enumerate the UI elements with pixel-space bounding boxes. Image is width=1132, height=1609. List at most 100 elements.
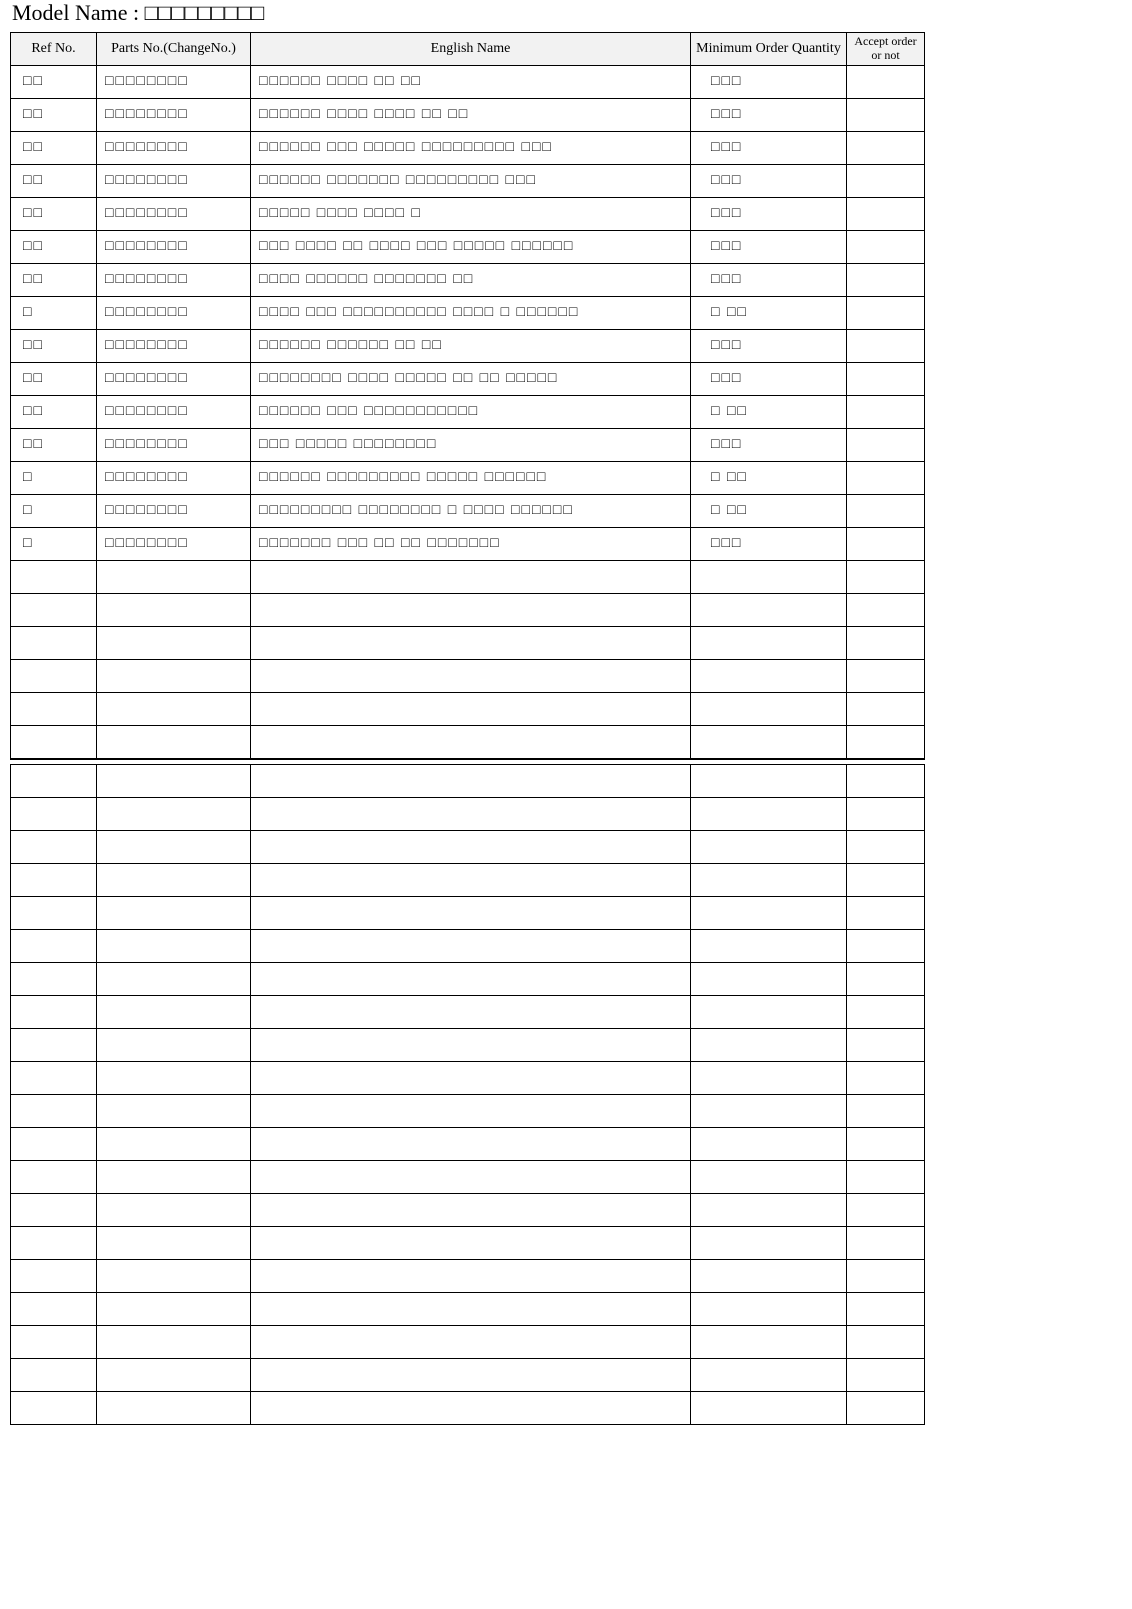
table-row xyxy=(11,1293,925,1326)
cell-ref xyxy=(11,660,97,693)
cell-qty xyxy=(691,1128,847,1161)
cell-ref xyxy=(11,1194,97,1227)
cell-ref: □□ xyxy=(11,429,97,462)
cell-name: □□□□□ □□□□ □□□□ □ xyxy=(251,198,691,231)
cell-name xyxy=(251,561,691,594)
cell-qty: □□□ xyxy=(691,198,847,231)
cell-accept xyxy=(847,99,925,132)
table-row xyxy=(11,1062,925,1095)
table-row xyxy=(11,798,925,831)
table-row: □□□□□□□□□□□□□□□□ □□□ □□□□□ □□□□□□□□□ □□□… xyxy=(11,132,925,165)
cell-qty xyxy=(691,864,847,897)
cell-parts xyxy=(97,1062,251,1095)
cell-name xyxy=(251,1095,691,1128)
cell-qty xyxy=(691,1293,847,1326)
cell-parts: □□□□□□□□ xyxy=(97,528,251,561)
table-row xyxy=(11,1326,925,1359)
cell-ref xyxy=(11,726,97,759)
cell-name: □□□□□□ □□□□□□□ □□□□□□□□□ □□□ xyxy=(251,165,691,198)
table-row: □□□□□□□□□□□□□□□□ □□□□ □□ □□□□□ xyxy=(11,66,925,99)
cell-name: □□□□ □□□□□□ □□□□□□□ □□ xyxy=(251,264,691,297)
cell-accept xyxy=(847,1062,925,1095)
cell-qty: □ □□ xyxy=(691,462,847,495)
cell-accept xyxy=(847,396,925,429)
table-row: □□□□□□□□□□□□□□□□ □□□ □□ □□ □□□□□□□□□□ xyxy=(11,528,925,561)
cell-accept xyxy=(847,1095,925,1128)
cell-accept xyxy=(847,198,925,231)
cell-ref xyxy=(11,897,97,930)
cell-accept xyxy=(847,693,925,726)
cell-accept xyxy=(847,1194,925,1227)
cell-name xyxy=(251,798,691,831)
cell-accept xyxy=(847,363,925,396)
table-row: □□□□□□□□□□□□□ □□□□□ □□□□□□□□□□□ xyxy=(11,429,925,462)
cell-qty xyxy=(691,561,847,594)
table-row xyxy=(11,1227,925,1260)
cell-accept xyxy=(847,528,925,561)
cell-accept xyxy=(847,1128,925,1161)
cell-accept xyxy=(847,132,925,165)
cell-qty xyxy=(691,1095,847,1128)
cell-name xyxy=(251,660,691,693)
cell-ref: □ xyxy=(11,462,97,495)
cell-accept xyxy=(847,798,925,831)
cell-parts xyxy=(97,561,251,594)
cell-qty: □□□ xyxy=(691,132,847,165)
cell-ref: □□ xyxy=(11,330,97,363)
cell-qty: □□□ xyxy=(691,99,847,132)
table-row xyxy=(11,594,925,627)
cell-parts: □□□□□□□□ xyxy=(97,132,251,165)
cell-accept xyxy=(847,831,925,864)
cell-parts xyxy=(97,1029,251,1062)
cell-ref xyxy=(11,765,97,798)
table-row xyxy=(11,930,925,963)
cell-accept xyxy=(847,897,925,930)
cell-ref xyxy=(11,831,97,864)
table-row xyxy=(11,561,925,594)
cell-qty xyxy=(691,765,847,798)
cell-parts: □□□□□□□□ xyxy=(97,462,251,495)
cell-parts: □□□□□□□□ xyxy=(97,396,251,429)
table-row: □□□□□□□□□□□□□□□□ □□□ □□□□□□□□□□□□ □□ xyxy=(11,396,925,429)
table-row: □□□□□□□□□□□□□□□□□□ □□□□ □□□□□ □□ □□ □□□□… xyxy=(11,363,925,396)
cell-ref: □ xyxy=(11,528,97,561)
table-row xyxy=(11,897,925,930)
table-row: □□□□□□□□□□□□□□□□□□ □□□□□□□□ □ □□□□ □□□□□… xyxy=(11,495,925,528)
cell-qty xyxy=(691,1062,847,1095)
table-body-block1: □□□□□□□□□□□□□□□□ □□□□ □□ □□□□□□□□□□□□□□□… xyxy=(11,66,925,759)
header-parts: Parts No.(ChangeNo.) xyxy=(97,33,251,66)
cell-accept xyxy=(847,1029,925,1062)
cell-parts xyxy=(97,1095,251,1128)
cell-accept xyxy=(847,561,925,594)
cell-ref xyxy=(11,1095,97,1128)
cell-accept xyxy=(847,264,925,297)
cell-ref xyxy=(11,798,97,831)
cell-accept xyxy=(847,495,925,528)
cell-name: □□□□□□ □□□ □□□□□ □□□□□□□□□ □□□ xyxy=(251,132,691,165)
table-row xyxy=(11,765,925,798)
page-title: Model Name : □□□□□□□□□ xyxy=(10,0,1122,32)
cell-name xyxy=(251,1128,691,1161)
cell-ref xyxy=(11,1029,97,1062)
cell-accept xyxy=(847,765,925,798)
cell-ref xyxy=(11,594,97,627)
cell-parts xyxy=(97,594,251,627)
cell-ref: □□ xyxy=(11,264,97,297)
cell-qty: □□□ xyxy=(691,330,847,363)
cell-parts: □□□□□□□□ xyxy=(97,231,251,264)
table-row xyxy=(11,864,925,897)
table-row: □□□□□□□□□□□□□□□□ □□□□□□□ □□□□□□□□□ □□□□□… xyxy=(11,165,925,198)
header-accept: Accept order or not xyxy=(847,33,925,66)
cell-name xyxy=(251,831,691,864)
table-row: □□□□□□□□□□□□□□□ □□□□□□□□□ □□□□□ □□□□□□□ … xyxy=(11,462,925,495)
cell-qty xyxy=(691,726,847,759)
cell-accept xyxy=(847,594,925,627)
cell-parts xyxy=(97,693,251,726)
cell-accept xyxy=(847,297,925,330)
table-row: □□□□□□□□□□□□□□□□ □□□□ □□□□ □□ □□□□□ xyxy=(11,99,925,132)
cell-qty xyxy=(691,996,847,1029)
cell-ref xyxy=(11,693,97,726)
cell-qty xyxy=(691,897,847,930)
table-row: □□□□□□□□□□□□□ □□□ □□□□□□□□□□ □□□□ □ □□□□… xyxy=(11,297,925,330)
cell-name: □□□□□□□□ □□□□ □□□□□ □□ □□ □□□□□ xyxy=(251,363,691,396)
